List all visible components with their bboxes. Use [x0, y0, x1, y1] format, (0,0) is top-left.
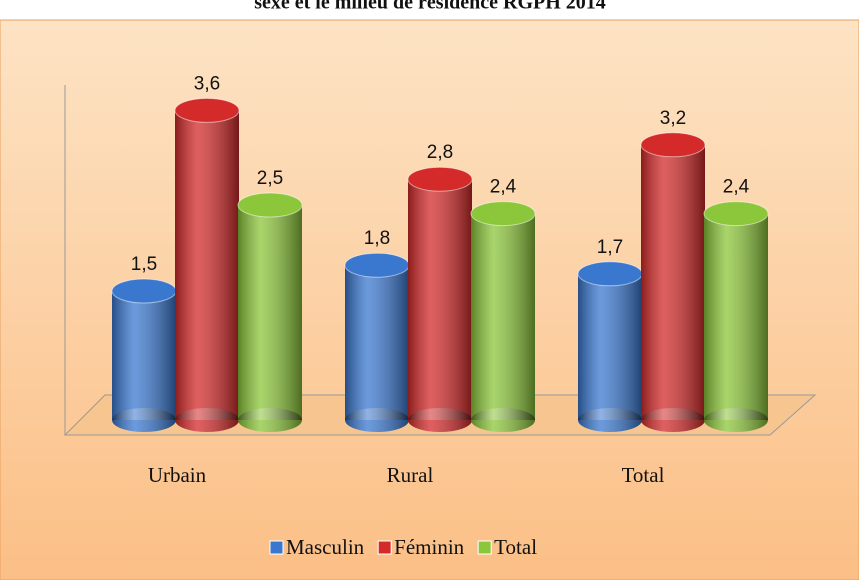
legend-label: Total	[494, 535, 537, 559]
bar-top	[174, 97, 240, 123]
data-label: 1,7	[597, 237, 623, 258]
bar-top	[344, 252, 410, 278]
bar-top	[470, 201, 536, 227]
bar-shade	[345, 265, 409, 420]
bar-bottom-shade	[704, 408, 768, 432]
bar-shade	[112, 291, 176, 420]
bar-bottom-shade	[641, 408, 705, 432]
bar-top	[703, 201, 769, 227]
bar-bottom-shade	[471, 408, 535, 432]
bar-bottom-shade	[175, 408, 239, 432]
legend-swatch	[269, 540, 284, 555]
legend-swatch	[377, 540, 392, 555]
bar-bottom-shade	[112, 408, 176, 432]
data-label: 3,2	[660, 108, 686, 129]
bar-top	[407, 166, 473, 192]
legend-label: Masculin	[286, 535, 365, 559]
data-label: 1,5	[131, 254, 157, 275]
bar-bottom-shade	[345, 408, 409, 432]
bar-bottom-shade	[578, 408, 642, 432]
bar-shade	[641, 144, 705, 421]
data-label: 3,6	[194, 73, 220, 94]
x-tick-label: Rural	[387, 463, 434, 487]
bar-shade	[704, 213, 768, 420]
bar-top	[111, 278, 177, 304]
legend-label: Féminin	[394, 535, 465, 559]
x-tick-label: Total	[622, 463, 665, 487]
bar-top	[237, 192, 303, 218]
x-tick-label: Urbain	[148, 463, 207, 487]
bar-shade	[471, 213, 535, 420]
bar-shade	[175, 110, 239, 421]
legend-swatch	[477, 540, 492, 555]
bar-top	[577, 261, 643, 287]
bar-shade	[578, 273, 642, 420]
data-label: 2,4	[723, 177, 750, 198]
bar-top	[640, 132, 706, 158]
bar-bottom-shade	[408, 408, 472, 432]
data-label: 1,8	[364, 228, 390, 249]
bar-bottom-shade	[238, 408, 302, 432]
data-label: 2,5	[257, 168, 283, 189]
data-label: 2,8	[427, 142, 453, 163]
chart-title: sexe et le milieu de résidence RGPH 2014	[254, 0, 606, 14]
bar-shade	[408, 179, 472, 420]
data-label: 2,4	[490, 177, 517, 198]
bar-shade	[238, 205, 302, 420]
